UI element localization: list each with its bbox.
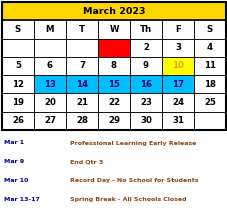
Text: Th: Th [139, 25, 151, 34]
Bar [34, 112, 66, 130]
Bar [66, 75, 98, 93]
Bar [66, 57, 98, 75]
Bar [193, 112, 225, 130]
Bar [66, 39, 98, 57]
Text: 7: 7 [79, 61, 85, 70]
Bar [161, 20, 193, 39]
Text: 25: 25 [203, 98, 215, 107]
Text: M: M [46, 25, 54, 34]
Text: 4: 4 [206, 43, 212, 52]
Text: Professional Learning Early Release: Professional Learning Early Release [70, 141, 196, 146]
Bar [98, 112, 129, 130]
Bar [2, 2, 225, 130]
Bar [129, 75, 161, 93]
Text: Mar 10: Mar 10 [4, 178, 29, 183]
Text: 27: 27 [44, 116, 56, 125]
Bar [34, 57, 66, 75]
Bar [34, 20, 66, 39]
Text: Record Day - No School for Students: Record Day - No School for Students [70, 178, 198, 183]
Text: 30: 30 [139, 116, 151, 125]
Bar [129, 39, 161, 57]
Bar [161, 39, 193, 57]
Text: Spring Break - All Schools Closed: Spring Break - All Schools Closed [70, 197, 186, 202]
Text: 3: 3 [174, 43, 180, 52]
Text: 12: 12 [12, 80, 24, 89]
Bar [129, 112, 161, 130]
Text: 26: 26 [12, 116, 24, 125]
Text: 29: 29 [108, 116, 119, 125]
Text: March 2023: March 2023 [82, 7, 145, 16]
Text: 6: 6 [47, 61, 53, 70]
Bar [2, 2, 225, 20]
Text: 15: 15 [108, 80, 119, 89]
Text: 21: 21 [76, 98, 88, 107]
Text: 14: 14 [76, 80, 88, 89]
Text: 22: 22 [108, 98, 119, 107]
Text: End Qtr 3: End Qtr 3 [70, 159, 103, 164]
Bar [2, 57, 34, 75]
Bar [98, 75, 129, 93]
Text: 17: 17 [171, 80, 183, 89]
Text: 31: 31 [171, 116, 183, 125]
Text: 28: 28 [76, 116, 88, 125]
Bar [161, 93, 193, 112]
Bar [34, 39, 66, 57]
Text: 24: 24 [171, 98, 183, 107]
Text: W: W [109, 25, 118, 34]
Bar [34, 75, 66, 93]
Text: 11: 11 [203, 61, 215, 70]
Bar [193, 75, 225, 93]
Bar [98, 57, 129, 75]
Bar [193, 93, 225, 112]
Text: 5: 5 [15, 61, 21, 70]
Text: 13: 13 [44, 80, 56, 89]
Text: 9: 9 [142, 61, 148, 70]
Text: Mar 13-17: Mar 13-17 [4, 197, 40, 202]
Text: 20: 20 [44, 98, 56, 107]
Text: 16: 16 [139, 80, 151, 89]
Text: F: F [174, 25, 180, 34]
Text: T: T [79, 25, 85, 34]
Bar [66, 112, 98, 130]
Text: Mar 1: Mar 1 [4, 141, 24, 146]
Text: 10: 10 [171, 61, 183, 70]
Bar [98, 39, 129, 57]
Bar [2, 39, 34, 57]
Bar [66, 20, 98, 39]
Text: S: S [15, 25, 21, 34]
Bar [193, 57, 225, 75]
Bar [193, 39, 225, 57]
Bar [193, 20, 225, 39]
Bar [129, 57, 161, 75]
Text: 8: 8 [111, 61, 116, 70]
Bar [129, 93, 161, 112]
Bar [2, 112, 34, 130]
Bar [161, 75, 193, 93]
Text: S: S [206, 25, 212, 34]
Bar [129, 20, 161, 39]
Text: 19: 19 [12, 98, 24, 107]
Text: 1: 1 [111, 43, 116, 52]
Bar [98, 20, 129, 39]
Text: 23: 23 [139, 98, 151, 107]
Bar [34, 93, 66, 112]
Text: Mar 9: Mar 9 [4, 159, 24, 164]
Bar [2, 75, 34, 93]
Text: 2: 2 [142, 43, 148, 52]
Bar [66, 93, 98, 112]
Text: 18: 18 [203, 80, 215, 89]
Bar [2, 20, 34, 39]
Bar [161, 57, 193, 75]
Bar [98, 93, 129, 112]
Bar [2, 93, 34, 112]
Bar [161, 112, 193, 130]
